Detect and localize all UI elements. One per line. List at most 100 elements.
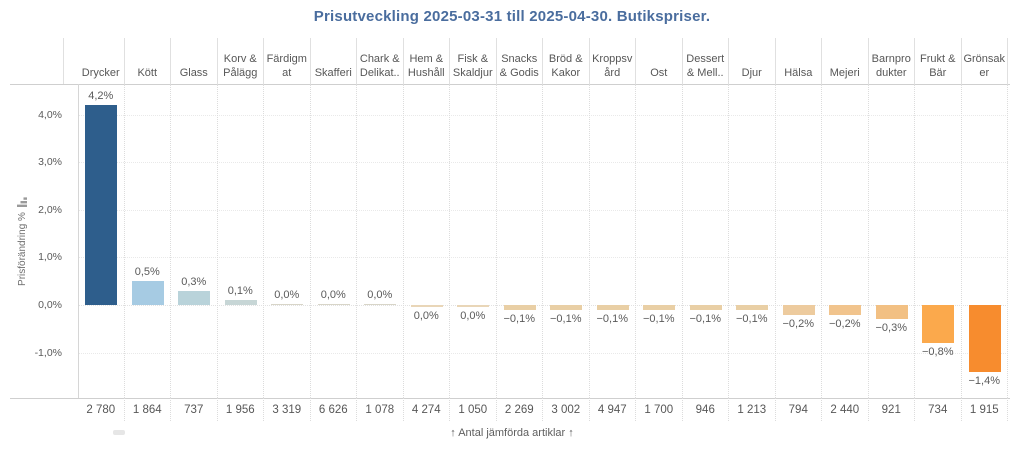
category-header-line: & Godis (499, 66, 539, 79)
bar[interactable] (131, 281, 164, 305)
category-header-line: at (282, 66, 292, 79)
category-header-line: Kroppsv (592, 53, 633, 65)
bar[interactable] (224, 300, 257, 305)
category-header[interactable]: Dessert & Mell.. (683, 38, 729, 84)
bar-value-label: 0,0% (320, 288, 346, 301)
category-header[interactable]: Ost (636, 38, 683, 84)
category-header[interactable]: Hem & Hushåll (404, 38, 450, 84)
plot-column: −0,1% (636, 84, 683, 398)
counts-top-rule (10, 398, 1010, 399)
count-cell[interactable]: 1 050 (450, 398, 497, 421)
count-cell[interactable]: 794 (776, 398, 822, 421)
bar[interactable] (782, 305, 815, 315)
category-header[interactable]: Skafferi (311, 38, 357, 84)
bar[interactable] (968, 305, 1001, 372)
gridline (78, 162, 1008, 164)
bar[interactable] (178, 290, 211, 305)
bar[interactable] (875, 305, 908, 320)
bar-value-label: −0,2% (782, 317, 815, 330)
plot-column: −0,3% (869, 84, 915, 398)
count-cell[interactable]: 2 269 (497, 398, 543, 421)
bar-value-label: −1,4% (968, 374, 1001, 387)
category-header[interactable]: Bröd & Kakor (543, 38, 590, 84)
count-cell[interactable]: 921 (869, 398, 915, 421)
category-header[interactable]: Kroppsv ård (590, 38, 636, 84)
category-header[interactable]: Glass (171, 38, 218, 84)
bar[interactable] (503, 305, 536, 310)
count-cell[interactable]: 1 956 (218, 398, 264, 421)
plot-column: 0,0% (311, 84, 357, 398)
plot-column: 0,0% (450, 84, 497, 398)
category-header[interactable]: Grönsak er (962, 38, 1008, 84)
bar-value-label: 0,0% (413, 309, 439, 322)
category-header-line: Djur (741, 66, 762, 79)
plot-column: 0,0% (357, 84, 404, 398)
bar[interactable] (550, 305, 583, 310)
category-header-line: Chark & (359, 53, 400, 65)
category-header[interactable]: Chark & Delikat.. (357, 38, 404, 84)
count-cell[interactable]: 1 700 (636, 398, 683, 421)
count-cell[interactable]: 6 626 (311, 398, 357, 421)
category-header-line: dukter (875, 66, 907, 79)
bar[interactable] (643, 305, 676, 310)
bar[interactable] (689, 305, 722, 310)
count-cell[interactable]: 737 (171, 398, 218, 421)
x-axis-caption: ↑ Antal jämförda artiklar ↑ (450, 427, 574, 439)
count-cell[interactable]: 3 002 (543, 398, 590, 421)
bar[interactable] (736, 305, 769, 310)
bar[interactable] (271, 303, 304, 305)
bar-value-label: 4,2% (88, 90, 114, 103)
plot-column: 0,0% (264, 84, 311, 398)
category-header[interactable]: Djur (729, 38, 776, 84)
count-cell[interactable]: 4 274 (404, 398, 450, 421)
bar[interactable] (85, 105, 118, 305)
category-header[interactable]: Mejeri (822, 38, 869, 84)
category-header-line: Bär (929, 66, 947, 79)
plot-column: 0,5% (125, 84, 171, 398)
category-header[interactable]: Frukt & Bär (915, 38, 962, 84)
y-tick-label: 1,0% (38, 251, 62, 264)
category-header[interactable]: Kött (125, 38, 171, 84)
category-header[interactable]: Barnpro dukter (869, 38, 915, 84)
bar[interactable] (829, 305, 862, 315)
count-cell[interactable]: 4 947 (590, 398, 636, 421)
bar[interactable] (922, 305, 955, 344)
sort-descending-icon[interactable] (17, 196, 27, 208)
category-header[interactable]: Hälsa (776, 38, 822, 84)
bar-value-label: 0,5% (134, 266, 160, 279)
count-cell[interactable]: 1 078 (357, 398, 404, 421)
category-header-line: Snacks (501, 53, 538, 65)
bar[interactable] (410, 305, 443, 307)
count-cell[interactable]: 3 319 (264, 398, 311, 421)
gridline (78, 352, 1008, 354)
category-header[interactable]: Färdigm at (264, 38, 311, 84)
category-header[interactable]: Korv & Pålägg (218, 38, 264, 84)
category-header-line: Hälsa (784, 66, 813, 79)
count-cell[interactable]: 1 213 (729, 398, 776, 421)
bar[interactable] (457, 305, 490, 307)
bar-value-label: −0,2% (829, 317, 861, 330)
plot-column: −0,1% (683, 84, 729, 398)
bar-value-label: 0,1% (227, 285, 253, 298)
count-cell[interactable]: 734 (915, 398, 962, 421)
category-header[interactable]: Drycker (78, 38, 125, 84)
category-header-line: Hem & (409, 53, 444, 65)
category-header-line: Färdigm (266, 53, 307, 65)
plot-column: −0,1% (543, 84, 590, 398)
bar[interactable] (317, 303, 350, 305)
plot-column: 0,3% (171, 84, 218, 398)
count-cell[interactable]: 2 440 (822, 398, 869, 421)
category-header[interactable]: Snacks & Godis (497, 38, 543, 84)
category-header[interactable]: Fisk & Skaldjur (450, 38, 497, 84)
gridline (78, 114, 1008, 116)
count-cell[interactable]: 1 915 (962, 398, 1008, 421)
category-header-line: Skaldjur (452, 66, 493, 79)
count-cell[interactable]: 1 864 (125, 398, 171, 421)
bar-value-label: 0,3% (181, 275, 207, 288)
category-header-line: Korv & (223, 53, 257, 65)
bar[interactable] (596, 305, 629, 310)
bar[interactable] (364, 303, 397, 305)
count-cell[interactable]: 946 (683, 398, 729, 421)
count-cell[interactable]: 2 780 (78, 398, 125, 421)
plot-column: −0,8% (915, 84, 962, 398)
